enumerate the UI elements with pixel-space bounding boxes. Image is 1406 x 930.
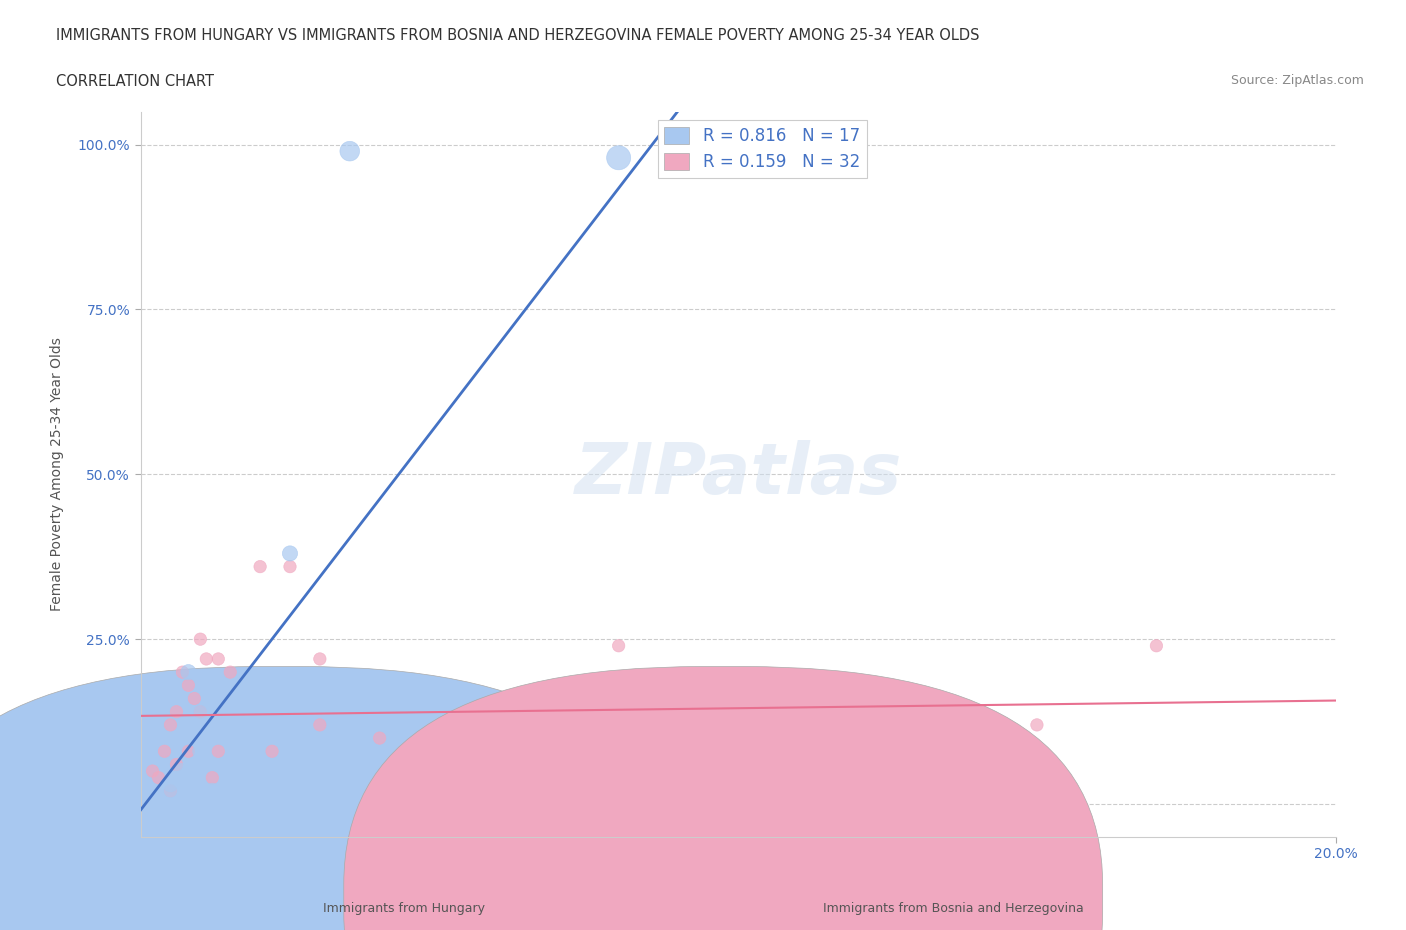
Point [195, 652, 218, 667]
Point [166, 757, 188, 772]
Text: CORRELATION CHART: CORRELATION CHART [56, 74, 214, 89]
Point [236, 698, 259, 712]
Point [309, 652, 332, 667]
Point [153, 744, 176, 759]
Point [368, 731, 391, 746]
Point [188, 744, 212, 759]
Point [177, 678, 200, 693]
Point [339, 144, 361, 159]
Point [219, 783, 242, 798]
Point [517, 770, 540, 785]
Point [1146, 638, 1168, 653]
Text: Source: ZipAtlas.com: Source: ZipAtlas.com [1230, 74, 1364, 87]
Legend: R = 0.816   N = 17, R = 0.159   N = 32: R = 0.816 N = 17, R = 0.159 N = 32 [658, 120, 866, 178]
Point [159, 777, 181, 791]
Point [697, 151, 720, 166]
Point [159, 717, 181, 732]
Point [607, 638, 630, 653]
Y-axis label: Female Poverty Among 25-34 Year Olds: Female Poverty Among 25-34 Year Olds [49, 338, 63, 611]
Text: Immigrants from Hungary: Immigrants from Hungary [322, 902, 485, 915]
Point [219, 665, 242, 680]
Point [607, 151, 630, 166]
Point [159, 783, 181, 798]
Point [309, 717, 332, 732]
Point [188, 704, 212, 719]
FancyBboxPatch shape [343, 667, 1102, 930]
Point [668, 757, 690, 772]
Point [278, 559, 301, 574]
Point [141, 764, 163, 778]
Point [159, 783, 181, 798]
Point [278, 546, 301, 561]
Point [188, 704, 212, 719]
Point [249, 559, 271, 574]
Point [207, 744, 229, 759]
Point [177, 777, 200, 791]
Point [177, 744, 200, 759]
Point [620, 744, 643, 759]
Point [398, 783, 420, 798]
Point [488, 744, 510, 759]
Point [166, 704, 188, 719]
FancyBboxPatch shape [0, 667, 661, 930]
Point [201, 783, 224, 798]
Point [249, 783, 271, 798]
Point [188, 631, 212, 646]
Point [148, 770, 170, 785]
Point [668, 144, 690, 159]
Point [207, 652, 229, 667]
Point [172, 764, 194, 778]
Point [262, 744, 284, 759]
Point [201, 770, 224, 785]
Point [183, 691, 205, 706]
Point [1026, 717, 1049, 732]
Point [172, 665, 194, 680]
Text: Immigrants from Bosnia and Herzegovina: Immigrants from Bosnia and Herzegovina [823, 902, 1084, 915]
Point [177, 665, 200, 680]
Point [207, 704, 229, 719]
Text: IMMIGRANTS FROM HUNGARY VS IMMIGRANTS FROM BOSNIA AND HERZEGOVINA FEMALE POVERTY: IMMIGRANTS FROM HUNGARY VS IMMIGRANTS FR… [56, 28, 980, 43]
Text: ZIPatlas: ZIPatlas [575, 440, 901, 509]
